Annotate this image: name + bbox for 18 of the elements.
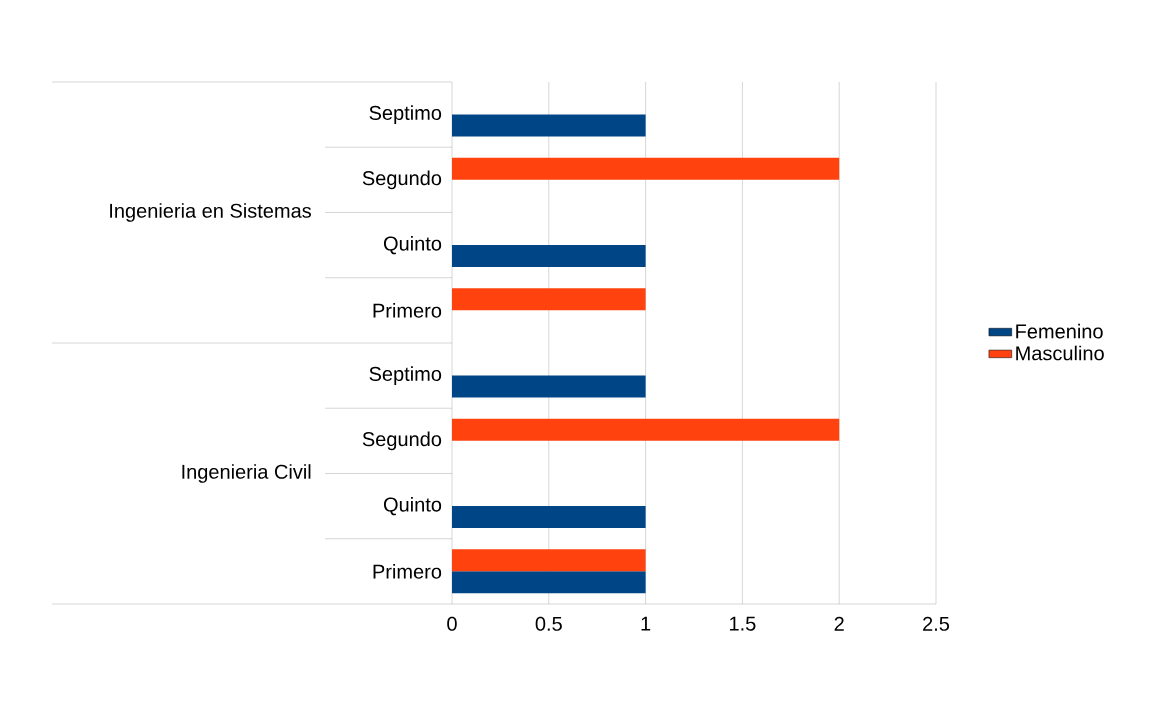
y-tick-label: Quinto: [383, 496, 442, 516]
x-tick-label: 0.5: [535, 616, 562, 631]
y-tick-label: Segundo: [362, 431, 442, 451]
y-tick-label: Septimo: [369, 366, 442, 385]
legend-label: Femenino: [1016, 323, 1103, 339]
y-tick-label: Septimo: [369, 105, 442, 124]
y-tick-label: Quinto: [383, 235, 442, 255]
x-tick-label: 0: [447, 616, 457, 631]
x-tick-label: 1.5: [730, 616, 756, 631]
legend-label: Masculino: [1016, 345, 1104, 361]
x-tick-label: 2.5: [923, 616, 950, 631]
y-tick-label: Segundo: [362, 170, 442, 190]
y-tick-label: Primero: [373, 303, 442, 318]
x-tick-label: 1: [641, 616, 651, 631]
text: Ingenieria en Sistemas: [110, 203, 311, 222]
y-tick-label: Primero: [373, 564, 442, 579]
text: Ingenieria Civil: [182, 464, 311, 483]
x-tick-label: 2: [834, 616, 844, 631]
